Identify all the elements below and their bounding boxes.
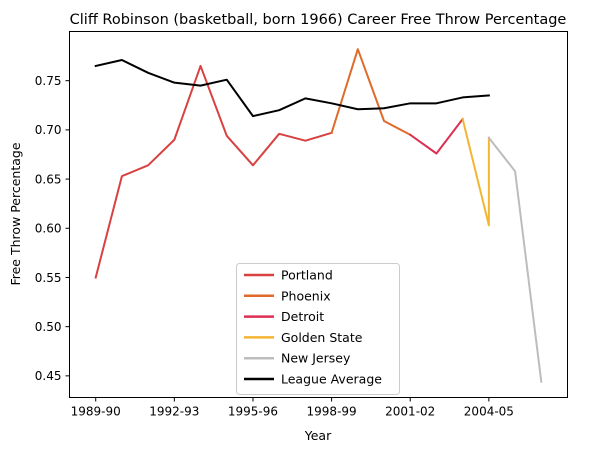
x-axis: 1989-90 1992-93 1995-96 1998-99 2001-02 2004-… bbox=[71, 397, 514, 419]
series-line-phoenix bbox=[330, 48, 412, 137]
chart-title: Cliff Robinson (basketball, born 1966) C… bbox=[70, 12, 567, 28]
legend: Portland Phoenix Detroit Golden State New Je… bbox=[236, 263, 400, 395]
series-line-detroit bbox=[408, 117, 465, 155]
y-axis: 0.45 0.50 0.55 0.60 0.65 0.70 0.75 bbox=[35, 74, 70, 383]
legend-label-portland: Portland bbox=[281, 268, 333, 283]
y-tick-label: 0.55 bbox=[35, 271, 62, 285]
y-tick-label: 0.65 bbox=[35, 172, 62, 186]
legend-label-league-average: League Average bbox=[281, 372, 382, 387]
x-tick-label: 1989-90 bbox=[71, 405, 121, 419]
series-line-league-average bbox=[94, 59, 490, 118]
y-tick-label: 0.75 bbox=[35, 74, 62, 88]
series-line-portland bbox=[94, 64, 333, 279]
legend-label-golden-state: Golden State bbox=[281, 330, 363, 345]
y-tick-label: 0.70 bbox=[35, 123, 62, 137]
series-line-new-jersey bbox=[487, 136, 543, 383]
x-tick-label: 2004-05 bbox=[464, 405, 514, 419]
legend-label-phoenix: Phoenix bbox=[281, 288, 331, 303]
y-tick-label: 0.50 bbox=[35, 320, 62, 334]
series-line-golden-state bbox=[461, 117, 490, 227]
y-tick-label: 0.60 bbox=[35, 222, 62, 236]
plot-area bbox=[69, 31, 568, 398]
legend-label-new-jersey: New Jersey bbox=[281, 351, 351, 366]
y-tick-label: 0.45 bbox=[35, 369, 62, 383]
x-tick-label: 1995-96 bbox=[228, 405, 278, 419]
series-layer bbox=[94, 48, 543, 383]
x-tick-label: 2001-02 bbox=[385, 405, 435, 419]
x-tick-label: 1998-99 bbox=[307, 405, 357, 419]
x-axis-label: Year bbox=[304, 428, 332, 443]
legend-label-detroit: Detroit bbox=[281, 309, 324, 324]
legend-box bbox=[236, 263, 400, 395]
x-tick-label: 1992-93 bbox=[149, 405, 199, 419]
y-axis-label: Free Throw Percentage bbox=[8, 142, 23, 285]
